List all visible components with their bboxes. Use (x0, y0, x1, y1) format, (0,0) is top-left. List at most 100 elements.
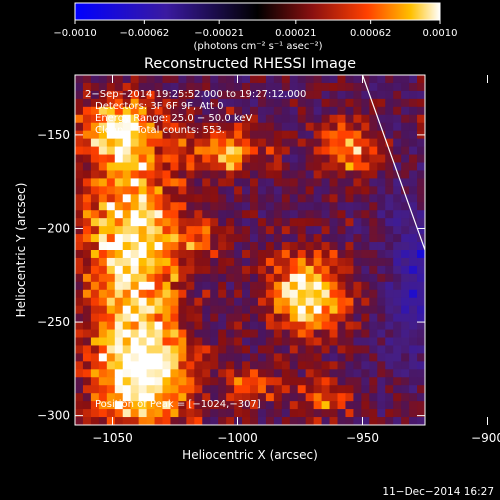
heatmap-cell (75, 82, 84, 92)
heatmap-cell (353, 417, 362, 425)
heatmap-cell (202, 305, 211, 315)
heatmap-cell (178, 345, 187, 354)
heatmap-cell (186, 82, 195, 92)
heatmap-cell (98, 265, 108, 275)
heatmap-cell (377, 75, 386, 84)
heatmap-cell (385, 329, 394, 339)
heatmap-cell (265, 82, 275, 92)
heatmap-cell (321, 401, 331, 410)
heatmap-cell (186, 321, 195, 331)
heatmap-cell (194, 242, 203, 251)
heatmap-cell (114, 337, 124, 347)
heatmap-cell (178, 194, 187, 203)
heatmap-cell (289, 130, 299, 140)
heatmap-cell (313, 90, 323, 100)
heatmap-cell (393, 313, 402, 323)
heatmap-cell (393, 202, 402, 211)
heatmap-cell (250, 329, 259, 339)
heatmap-cell (401, 385, 410, 394)
heatmap-cell (186, 210, 195, 219)
heatmap-cell (90, 146, 100, 156)
heatmap-cell (401, 154, 410, 164)
heatmap-cell (106, 194, 116, 203)
heatmap-cell (170, 90, 179, 100)
heatmap-cell (170, 385, 179, 394)
heatmap-cell (417, 162, 425, 172)
heatmap-cell (353, 297, 362, 307)
heatmap-cell (154, 401, 164, 410)
heatmap-cell (138, 75, 148, 84)
heatmap-cell (154, 361, 164, 370)
heatmap-cell (385, 289, 394, 299)
heatmap-cell (178, 401, 187, 410)
heatmap-cell (289, 75, 299, 84)
heatmap-cell (265, 401, 275, 410)
heatmap-cell (138, 409, 148, 418)
heatmap-cell (321, 321, 331, 331)
heatmap-cell (178, 178, 187, 187)
heatmap-cell (194, 393, 203, 402)
heatmap-cell (289, 82, 299, 92)
heatmap-cell (305, 186, 315, 195)
heatmap-cell (178, 146, 187, 156)
heatmap-cell (297, 194, 307, 203)
heatmap-cell (409, 146, 418, 156)
heatmap-cell (98, 250, 108, 259)
heatmap-cell (138, 369, 148, 378)
heatmap-cell (90, 393, 100, 402)
heatmap-cell (281, 353, 291, 362)
heatmap-cell (130, 194, 140, 203)
heatmap-cell (154, 337, 164, 347)
heatmap-cell (257, 297, 267, 307)
heatmap-cell (337, 170, 347, 179)
heatmap-cell (186, 162, 195, 172)
heatmap-cell (305, 178, 315, 187)
heatmap-cell (361, 289, 370, 299)
heatmap-cell (417, 409, 425, 418)
heatmap-cell (186, 385, 195, 394)
heatmap-cell (170, 305, 179, 315)
heatmap-cell (353, 242, 362, 251)
heatmap-cell (345, 337, 354, 347)
heatmap-cell (250, 178, 259, 187)
heatmap-cell (329, 82, 339, 92)
heatmap-cell (218, 385, 227, 394)
heatmap-cell (361, 321, 370, 331)
heatmap-cell (178, 226, 187, 235)
heatmap-cell (138, 114, 148, 124)
heatmap-cell (178, 82, 187, 92)
heatmap-cell (273, 194, 283, 203)
heatmap-cell (106, 154, 116, 164)
heatmap-cell (273, 170, 283, 179)
heatmap-cell (257, 226, 267, 235)
heatmap-cell (265, 98, 275, 108)
heatmap-cell (385, 257, 394, 267)
heatmap-cell (297, 273, 307, 283)
heatmap-cell (178, 305, 187, 315)
heatmap-cell (265, 178, 275, 187)
heatmap-cell (138, 234, 148, 243)
heatmap-cell (250, 313, 259, 323)
heatmap-cell (242, 218, 251, 227)
heatmap-cell (234, 90, 243, 100)
heatmap-cell (90, 106, 100, 116)
heatmap-cell (210, 114, 219, 124)
heatmap-cell (122, 90, 132, 100)
heatmap-cell (186, 130, 195, 140)
heatmap-cell (417, 305, 425, 315)
heatmap-cell (130, 417, 140, 425)
heatmap-cell (106, 178, 116, 187)
heatmap-cell (329, 417, 339, 425)
heatmap-cell (226, 409, 235, 418)
heatmap-cell (353, 289, 362, 299)
heatmap-cell (170, 353, 179, 362)
heatmap-cell (313, 75, 323, 84)
heatmap-cell (90, 218, 100, 227)
heatmap-cell (337, 130, 347, 140)
heatmap-cell (162, 98, 172, 108)
heatmap-cell (250, 393, 259, 402)
heatmap-cell (361, 154, 370, 164)
heatmap-cell (377, 106, 386, 116)
heatmap-cell (321, 385, 331, 394)
heatmap-cell (353, 409, 362, 418)
